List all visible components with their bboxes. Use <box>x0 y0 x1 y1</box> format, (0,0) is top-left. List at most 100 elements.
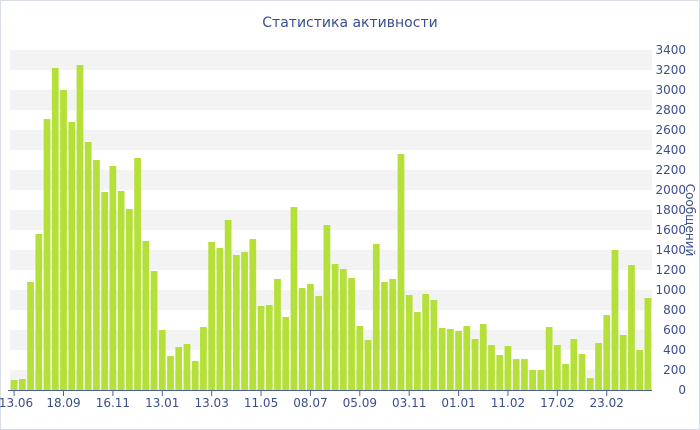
bar <box>331 264 339 390</box>
bar <box>298 288 306 390</box>
bar <box>463 326 471 390</box>
bar <box>183 344 191 390</box>
bar <box>422 294 430 390</box>
y-tick-label: 400 <box>663 343 686 357</box>
bar <box>628 265 635 390</box>
bar <box>339 269 347 390</box>
x-tick-label: 18.09 <box>46 396 80 410</box>
bar <box>389 279 397 390</box>
bar <box>315 296 323 390</box>
bar <box>158 330 166 390</box>
x-tick-label: 17.02 <box>540 396 574 410</box>
x-tick-label: 03.11 <box>392 396 426 410</box>
bar <box>397 154 405 390</box>
x-tick-label: 01.01 <box>441 396 475 410</box>
bar <box>35 234 43 390</box>
y-tick-label: 2400 <box>655 143 686 157</box>
bar <box>191 361 199 390</box>
grid-band <box>10 170 652 190</box>
bar <box>224 220 232 390</box>
bar <box>488 345 495 390</box>
bar <box>479 324 487 390</box>
x-tick-label: 08.07 <box>293 396 327 410</box>
bar <box>142 241 150 390</box>
grid-bands <box>10 50 652 390</box>
bar <box>619 335 627 390</box>
x-axis-ticks: 13.06 18.09 16.11 13.01 13.03 11.05 08.07 05.09… <box>0 390 624 410</box>
bar <box>241 252 248 390</box>
bar <box>257 306 265 390</box>
bar <box>249 239 257 390</box>
bar <box>76 65 84 390</box>
bar <box>18 379 26 390</box>
bar <box>496 355 504 390</box>
bar <box>232 255 240 390</box>
grid-band <box>10 250 652 270</box>
bar <box>545 327 553 390</box>
bar <box>150 271 158 390</box>
bar <box>430 300 438 390</box>
bar <box>200 327 207 390</box>
bar <box>274 279 281 390</box>
y-tick-label: 600 <box>663 323 686 337</box>
y-tick-label: 2200 <box>655 163 686 177</box>
bar <box>512 359 520 390</box>
x-tick-label: 11.02 <box>491 396 525 410</box>
x-tick-label: 16.11 <box>96 396 130 410</box>
bar <box>570 339 578 390</box>
y-tick-label: 2000 <box>655 183 686 197</box>
grid-band <box>10 130 652 150</box>
bar <box>504 346 512 390</box>
y-tick-label: 3000 <box>655 83 686 97</box>
grid-band <box>10 50 652 70</box>
bar <box>553 345 561 390</box>
y-tick-label: 3200 <box>655 63 686 77</box>
y-tick-label: 0 <box>678 383 686 397</box>
bar <box>290 207 298 390</box>
bar <box>216 248 224 390</box>
bar <box>208 242 216 390</box>
x-tick-label: 23.02 <box>590 396 624 410</box>
bar <box>265 305 273 390</box>
grid-band <box>10 210 652 230</box>
y-tick-label: 3400 <box>655 43 686 57</box>
bar <box>405 295 413 390</box>
bar <box>521 359 528 390</box>
bar <box>446 329 454 390</box>
y-tick-label: 800 <box>663 303 686 317</box>
bar <box>414 312 421 390</box>
bar <box>529 370 537 390</box>
y-tick-label: 200 <box>663 363 686 377</box>
y-tick-label: 2800 <box>655 103 686 117</box>
bar <box>381 282 388 390</box>
y-tick-label: 1800 <box>655 203 686 217</box>
bar <box>562 364 569 390</box>
bar <box>134 158 141 390</box>
bar <box>372 244 380 390</box>
y-tick-label: 1000 <box>655 283 686 297</box>
bar <box>471 339 479 390</box>
y-tick-label: 1400 <box>655 243 686 257</box>
grid-band <box>10 90 652 110</box>
bars <box>10 65 652 390</box>
bar <box>537 370 545 390</box>
bar <box>307 284 314 390</box>
bar <box>84 142 92 390</box>
bar <box>611 250 619 390</box>
bar <box>586 378 594 390</box>
bar <box>455 331 462 390</box>
bar <box>644 298 652 390</box>
x-tick-label: 13.06 <box>0 396 33 410</box>
x-tick-label: 13.03 <box>194 396 228 410</box>
bar <box>117 191 125 390</box>
bar <box>348 278 355 390</box>
bar <box>125 209 133 390</box>
bar <box>68 122 76 390</box>
bar <box>93 160 100 390</box>
bar <box>323 225 331 390</box>
bar <box>27 282 34 390</box>
y-axis-ticks: 0 200 400 600 800 1000 1200 1400 1600 1800 2000 220… <box>655 43 686 397</box>
y-tick-label: 2600 <box>655 123 686 137</box>
grid-band <box>10 290 652 310</box>
